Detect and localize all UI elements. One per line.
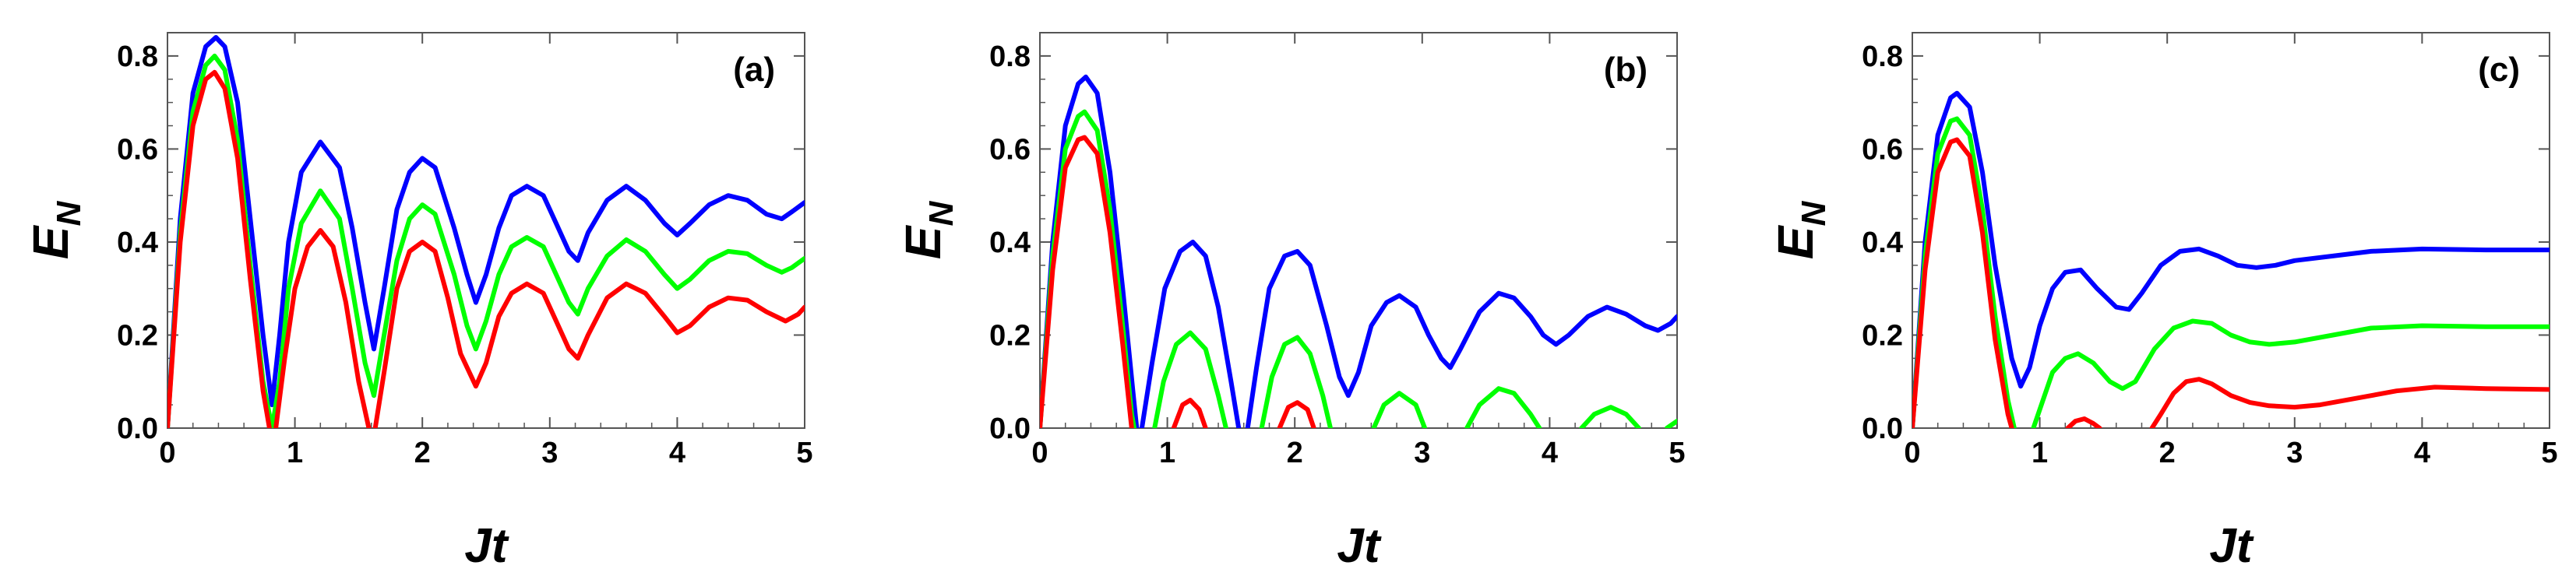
- y-tick-label: 0.0: [989, 413, 1031, 445]
- x-axis-title: Jt: [1337, 519, 1381, 573]
- x-tick-label: 0: [1904, 437, 1920, 469]
- series-line: [2149, 377, 2550, 428]
- y-tick-label: 0.8: [989, 40, 1031, 73]
- y-tick-label: 0.6: [117, 133, 158, 166]
- y-axis-title-sub: N: [50, 201, 88, 227]
- series-line: [1259, 335, 1333, 428]
- panel-b: 0 1 2 3 4 5 0.0 0.2 0.4 0.6 0.8 (b) Jt EN: [895, 32, 1686, 573]
- series-line: [372, 239, 805, 428]
- series-group: [167, 35, 805, 428]
- y-axis-title: EN: [895, 201, 960, 260]
- x-tick-label: 5: [1669, 437, 1685, 469]
- plot-frame: [1912, 32, 2550, 429]
- y-tick-label: 0.4: [117, 227, 158, 259]
- series-line: [1277, 400, 1316, 428]
- series-line: [1171, 398, 1208, 428]
- x-tick-label: 3: [541, 437, 558, 469]
- x-tick-label: 5: [2541, 437, 2557, 469]
- x-tick-label: 4: [2414, 437, 2430, 469]
- x-tick-label: 2: [2159, 437, 2176, 469]
- y-axis-title-sub: N: [1795, 201, 1833, 227]
- x-tick-label: 2: [1287, 437, 1303, 469]
- y-tick-label: 0.6: [989, 133, 1031, 166]
- plot-frame: [1039, 32, 1678, 429]
- x-tick-label: 4: [669, 437, 685, 469]
- y-tick-label: 0.8: [1862, 40, 1903, 73]
- x-tick-label: 1: [2032, 437, 2048, 469]
- x-tick-label: 2: [414, 437, 431, 469]
- series-line: [2065, 416, 2102, 428]
- series-line: [1245, 248, 1677, 428]
- series-line: [167, 69, 272, 428]
- y-tick-label: 0.0: [117, 413, 158, 445]
- series-line: [1139, 239, 1242, 428]
- panel-label: (c): [2478, 51, 2520, 89]
- x-axis-title: Jt: [2209, 519, 2254, 573]
- series-line: [1152, 330, 1228, 428]
- y-tick-label: 0.4: [989, 227, 1031, 259]
- series-line: [1464, 386, 1542, 428]
- series-line: [1371, 391, 1428, 428]
- y-axis-title-base: E: [1767, 224, 1824, 259]
- x-tick-label: 3: [2286, 437, 2303, 469]
- y-tick-label: 0.2: [117, 319, 158, 352]
- panel-a: 0 1 2 3 4 5 0.0 0.2 0.4 0.6 0.8 (a) Jt EN: [23, 32, 813, 573]
- y-axis-title-sub: N: [922, 201, 960, 227]
- x-axis-title: Jt: [464, 519, 509, 573]
- panel-label: (a): [733, 51, 775, 89]
- x-tick-label: 5: [796, 437, 812, 469]
- series-line: [273, 228, 372, 428]
- panel-c: 0 1 2 3 4 5 0.0 0.2 0.4 0.6 0.8 (c) Jt EN: [1767, 32, 2558, 573]
- y-tick-label: 0.6: [1862, 133, 1903, 166]
- y-tick-label: 0.8: [117, 40, 158, 73]
- x-tick-label: 1: [1159, 437, 1175, 469]
- y-tick-label: 0.0: [1862, 413, 1903, 445]
- y-tick-label: 0.2: [1862, 319, 1903, 352]
- x-tick-label: 3: [1414, 437, 1430, 469]
- y-axis-title: EN: [1767, 201, 1833, 260]
- series-line: [1579, 405, 1641, 428]
- x-tick-label: 1: [287, 437, 303, 469]
- x-tick-label: 0: [1031, 437, 1048, 469]
- series-line: [1040, 135, 1134, 428]
- series-line: [1912, 116, 2017, 428]
- y-tick-label: 0.4: [1862, 227, 1903, 259]
- series-group: [1040, 74, 1677, 428]
- series-line: [2031, 318, 2550, 428]
- series-line: [1912, 137, 2014, 428]
- panel-label: (b): [1604, 51, 1647, 89]
- y-tick-label: 0.2: [989, 319, 1031, 352]
- series-line: [1664, 419, 1677, 428]
- y-axis-title-base: E: [895, 224, 951, 259]
- x-tick-label: 0: [159, 437, 175, 469]
- plot-frame: [167, 32, 805, 429]
- series-group: [1912, 90, 2550, 428]
- series-line: [167, 35, 805, 428]
- y-axis-title: EN: [23, 201, 88, 260]
- series-line: [1912, 90, 2550, 428]
- x-tick-label: 4: [1542, 437, 1558, 469]
- y-axis-title-base: E: [23, 224, 79, 259]
